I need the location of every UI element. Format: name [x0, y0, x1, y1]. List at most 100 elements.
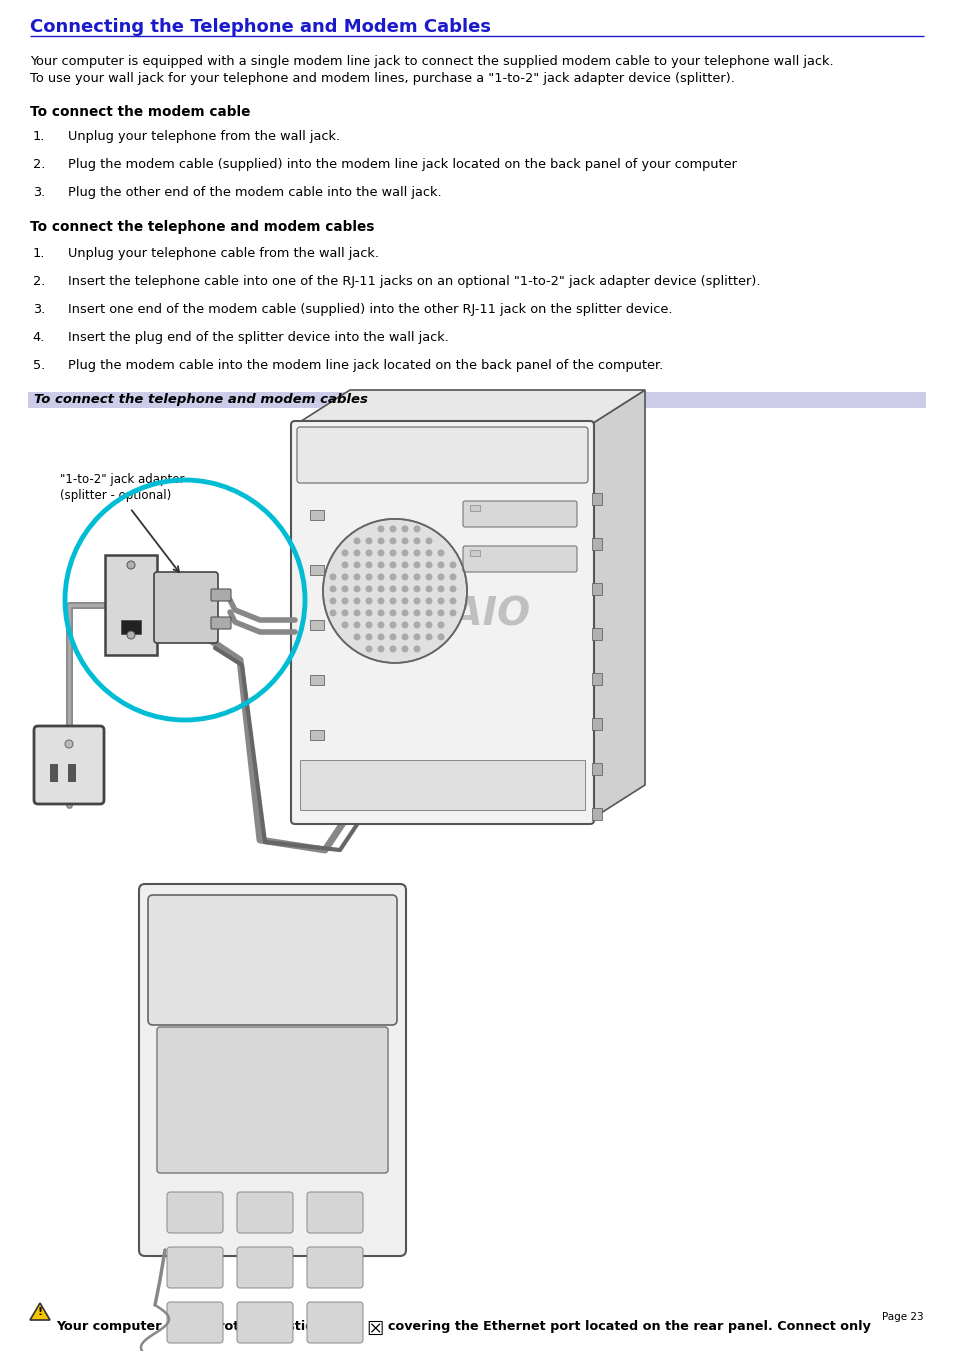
FancyBboxPatch shape: [211, 617, 231, 630]
Circle shape: [377, 550, 384, 557]
Polygon shape: [294, 390, 644, 426]
Circle shape: [354, 585, 360, 592]
Circle shape: [329, 609, 336, 616]
Circle shape: [341, 609, 348, 616]
Circle shape: [389, 526, 396, 532]
Circle shape: [413, 646, 420, 653]
Circle shape: [341, 573, 348, 581]
Circle shape: [401, 538, 408, 544]
Circle shape: [365, 585, 372, 592]
Circle shape: [354, 573, 360, 581]
Bar: [121, 620, 141, 634]
FancyBboxPatch shape: [296, 427, 587, 484]
Circle shape: [437, 573, 444, 581]
Text: Your computer has a protective sticker: Your computer has a protective sticker: [56, 1320, 335, 1333]
Circle shape: [377, 562, 384, 569]
Circle shape: [413, 550, 420, 557]
Circle shape: [437, 634, 444, 640]
Circle shape: [354, 550, 360, 557]
FancyBboxPatch shape: [139, 884, 406, 1256]
Bar: [310, 730, 324, 740]
Circle shape: [354, 538, 360, 544]
Text: Plug the modem cable into the modem line jack located on the back panel of the c: Plug the modem cable into the modem line…: [68, 359, 662, 372]
Circle shape: [354, 634, 360, 640]
FancyBboxPatch shape: [307, 1302, 363, 1343]
Text: Plug the other end of the modem cable into the wall jack.: Plug the other end of the modem cable in…: [68, 186, 441, 199]
Circle shape: [425, 573, 432, 581]
Circle shape: [401, 646, 408, 653]
Circle shape: [401, 634, 408, 640]
Circle shape: [389, 550, 396, 557]
Circle shape: [354, 562, 360, 569]
Polygon shape: [30, 1302, 50, 1320]
Circle shape: [377, 526, 384, 532]
Bar: [310, 565, 324, 576]
Text: Unplug your telephone cable from the wall jack.: Unplug your telephone cable from the wal…: [68, 247, 378, 259]
Text: 3.: 3.: [32, 186, 45, 199]
Circle shape: [389, 646, 396, 653]
Circle shape: [389, 562, 396, 569]
FancyBboxPatch shape: [34, 725, 104, 804]
Bar: [592, 628, 601, 640]
Circle shape: [413, 597, 420, 604]
Circle shape: [365, 609, 372, 616]
Bar: [28, 392, 925, 408]
Circle shape: [437, 621, 444, 628]
Circle shape: [401, 597, 408, 604]
Circle shape: [413, 621, 420, 628]
Circle shape: [377, 585, 384, 592]
Circle shape: [389, 585, 396, 592]
Text: Your computer is equipped with a single modem line jack to connect the supplied : Your computer is equipped with a single …: [30, 55, 833, 68]
Text: Page 23: Page 23: [882, 1312, 923, 1323]
Circle shape: [413, 526, 420, 532]
Circle shape: [449, 609, 456, 616]
Bar: [105, 555, 157, 655]
Circle shape: [425, 634, 432, 640]
Bar: [592, 538, 601, 550]
Circle shape: [437, 550, 444, 557]
Bar: [592, 808, 601, 820]
Circle shape: [437, 562, 444, 569]
Circle shape: [365, 538, 372, 544]
FancyBboxPatch shape: [167, 1247, 223, 1288]
Text: 1.: 1.: [32, 130, 45, 143]
Circle shape: [437, 585, 444, 592]
Circle shape: [365, 550, 372, 557]
Text: (splitter - optional): (splitter - optional): [60, 489, 172, 503]
FancyBboxPatch shape: [148, 894, 396, 1025]
Circle shape: [329, 597, 336, 604]
Circle shape: [413, 609, 420, 616]
Circle shape: [377, 646, 384, 653]
Circle shape: [413, 562, 420, 569]
Text: To use your wall jack for your telephone and modem lines, purchase a "1-to-2" ja: To use your wall jack for your telephone…: [30, 72, 734, 85]
FancyBboxPatch shape: [236, 1302, 293, 1343]
FancyBboxPatch shape: [153, 571, 218, 643]
Text: To connect the telephone and modem cables: To connect the telephone and modem cable…: [30, 220, 374, 234]
Bar: [592, 763, 601, 775]
Circle shape: [449, 585, 456, 592]
Text: To connect the telephone and modem cables: To connect the telephone and modem cable…: [34, 393, 368, 407]
Text: Insert one end of the modem cable (supplied) into the other RJ-11 jack on the sp: Insert one end of the modem cable (suppl…: [68, 303, 672, 316]
Circle shape: [425, 585, 432, 592]
Text: !: !: [37, 1306, 43, 1317]
Circle shape: [365, 573, 372, 581]
Text: 4.: 4.: [32, 331, 45, 345]
Text: Plug the modem cable (supplied) into the modem line jack located on the back pan: Plug the modem cable (supplied) into the…: [68, 158, 736, 172]
Circle shape: [341, 597, 348, 604]
Text: Insert the telephone cable into one of the RJ-11 jacks on an optional "1-to-2" j: Insert the telephone cable into one of t…: [68, 276, 760, 288]
Text: covering the Ethernet port located on the rear panel. Connect only: covering the Ethernet port located on th…: [388, 1320, 870, 1333]
Circle shape: [377, 538, 384, 544]
Circle shape: [389, 609, 396, 616]
Circle shape: [365, 634, 372, 640]
Bar: [592, 673, 601, 685]
Circle shape: [449, 562, 456, 569]
Circle shape: [354, 609, 360, 616]
Bar: [592, 717, 601, 730]
Text: Unplug your telephone from the wall jack.: Unplug your telephone from the wall jack…: [68, 130, 340, 143]
Polygon shape: [589, 390, 644, 820]
Bar: [470, 505, 479, 511]
FancyBboxPatch shape: [167, 1192, 223, 1233]
Circle shape: [377, 573, 384, 581]
Bar: [592, 584, 601, 594]
Circle shape: [341, 550, 348, 557]
